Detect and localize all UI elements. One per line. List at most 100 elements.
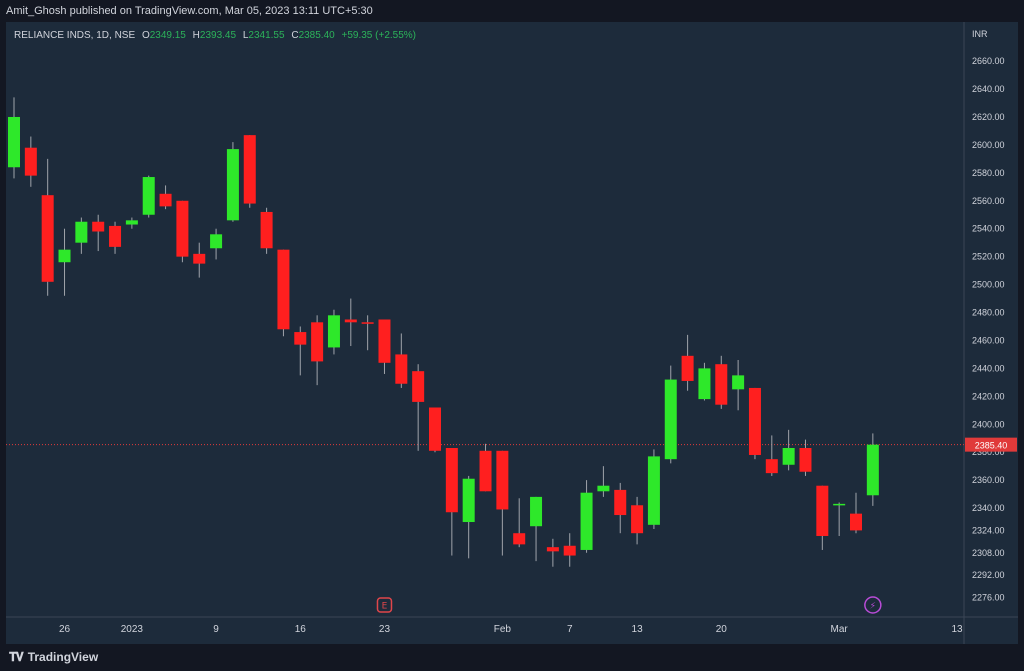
candle-body: [563, 545, 576, 556]
time-tick-label: 13: [951, 624, 963, 635]
candle-body: [631, 505, 644, 534]
price-tick-label: 2380.00: [972, 447, 1005, 457]
time-tick-label: 23: [379, 624, 391, 635]
time-tick-label: 26: [59, 624, 71, 635]
event-marker-label: ⚡: [870, 602, 876, 612]
candle-body: [361, 322, 374, 324]
time-tick-label: 9: [213, 624, 219, 635]
candle-body: [159, 193, 172, 207]
candle-body: [479, 450, 492, 492]
high-value: 2393.45: [199, 30, 237, 41]
symbol-legend: RELIANCE INDS, 1D, NSE O2349.15 H2393.45…: [14, 30, 416, 42]
time-tick-label: 7: [567, 624, 573, 635]
time-tick-label: Feb: [494, 624, 512, 635]
candlestick-chart[interactable]: INR 2276.00 2292.00 2308.00 2324.00 2340.00 23…: [6, 22, 1018, 644]
candle-body: [597, 485, 610, 492]
price-tick-label: 2400.00: [972, 419, 1005, 429]
publisher-text: Amit_Ghosh published on TradingView.com,…: [6, 5, 373, 17]
candle-body: [664, 379, 677, 460]
price-tick-label: 2324.00: [972, 525, 1005, 535]
close-value: 2385.40: [298, 30, 335, 41]
price-tick-label: 2308.00: [972, 548, 1005, 558]
candle-body: [344, 319, 357, 323]
candle-body: [243, 135, 256, 204]
candle-body: [210, 234, 223, 249]
close-label: C: [291, 30, 299, 41]
price-tick-label: 2600.00: [972, 140, 1005, 150]
publish-header: Amit_Ghosh published on TradingView.com,…: [0, 0, 1024, 22]
candle-body: [614, 489, 627, 516]
candle-body: [176, 200, 189, 257]
candle-body: [142, 177, 155, 215]
candle-body: [799, 447, 812, 472]
price-tick-label: 2360.00: [972, 475, 1005, 485]
candle-body: [226, 149, 239, 221]
candle-body: [732, 375, 745, 390]
tradingview-logo-icon: 𝐓𝐕: [9, 650, 24, 664]
candle-body: [866, 444, 879, 496]
price-tick-label: 2500.00: [972, 280, 1005, 290]
time-tick-label: Mar: [831, 624, 849, 635]
last-price-tag-label: 2385.40: [975, 441, 1008, 451]
candle-body: [833, 503, 846, 506]
time-tick-label: 16: [295, 624, 307, 635]
open-label: O: [141, 30, 150, 41]
price-tick-label: 2460.00: [972, 335, 1005, 345]
candle-body: [782, 447, 795, 465]
low-value: 2341.55: [248, 30, 285, 41]
earnings-icon: [376, 597, 393, 613]
brand-name: TradingView: [27, 650, 99, 664]
candle-body: [748, 387, 761, 455]
last-price-tag: [965, 437, 1017, 452]
candle-body: [429, 407, 441, 451]
candle-body: [58, 249, 71, 263]
price-tick-label: 2292.00: [972, 570, 1005, 580]
candle-body: [327, 315, 340, 348]
symbol-name: RELIANCE INDS, 1D, NSE: [14, 30, 136, 41]
candle-body: [765, 459, 778, 474]
candle-body: [496, 450, 509, 510]
time-tick-label: 20: [716, 624, 728, 635]
candle-body: [698, 368, 711, 400]
candle-body: [681, 355, 694, 381]
candle-body: [125, 220, 138, 225]
candle-body: [92, 221, 105, 232]
candle-body: [530, 496, 543, 527]
price-tick-label: 2520.00: [972, 252, 1005, 262]
chart-frame[interactable]: INR 2276.00 2292.00 2308.00 2324.00 2340.00 23…: [6, 22, 1018, 644]
candle-body: [513, 533, 526, 545]
candle-body: [395, 354, 408, 384]
candle-body: [378, 319, 391, 363]
price-tick-label: 2340.00: [972, 503, 1005, 513]
candle-body: [294, 332, 307, 345]
candle-body: [850, 513, 862, 531]
low-label: L: [242, 30, 249, 41]
price-tick-label: 2620.00: [972, 112, 1005, 122]
candle-body: [445, 447, 458, 513]
candle-body: [462, 478, 475, 523]
price-tick-label: 2276.00: [972, 592, 1005, 602]
price-tick-label: 2540.00: [972, 224, 1005, 234]
price-tick-label: 2580.00: [972, 168, 1005, 178]
candle-body: [647, 456, 660, 525]
price-tick-label: 2660.00: [972, 56, 1005, 66]
high-label: H: [192, 30, 200, 41]
lightning-icon: [864, 596, 882, 614]
price-tick-label: 2560.00: [972, 196, 1005, 206]
time-tick-label: 2023: [121, 624, 144, 635]
candle-body: [715, 364, 728, 405]
candle-body: [816, 485, 829, 536]
price-tick-label: 2640.00: [972, 84, 1005, 94]
candle-body: [260, 211, 273, 249]
candle-body: [75, 221, 88, 243]
price-tick-label: 2440.00: [972, 363, 1005, 373]
price-tick-label: 2480.00: [972, 308, 1005, 318]
tradingview-logo[interactable]: 𝐓𝐕 TradingView: [9, 650, 98, 665]
candle-body: [109, 225, 122, 247]
event-marker-label: E: [382, 602, 388, 612]
candle-body: [8, 116, 20, 168]
candle-body: [311, 322, 324, 362]
footer: 𝐓𝐕 TradingView: [0, 644, 1024, 671]
currency-label: INR: [972, 29, 988, 39]
candle-body: [277, 249, 290, 330]
